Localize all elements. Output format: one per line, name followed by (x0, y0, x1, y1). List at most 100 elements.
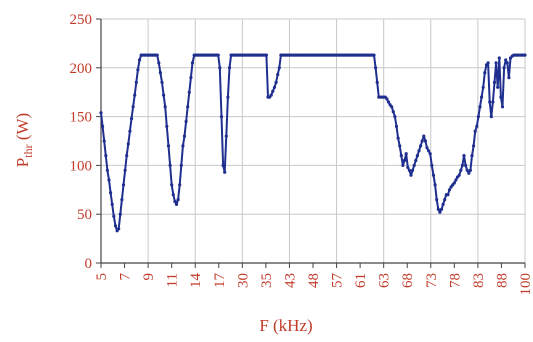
data-point (171, 193, 175, 197)
y-axis-title-main: P (13, 158, 32, 167)
x-tick-label: 78 (447, 273, 463, 288)
data-point (375, 80, 379, 84)
data-point (105, 168, 109, 172)
data-point (274, 80, 278, 84)
data-point (162, 93, 166, 97)
data-point (407, 168, 411, 172)
y-tick-label: 150 (70, 110, 93, 126)
data-point (170, 183, 174, 187)
data-point (465, 168, 469, 172)
data-point (107, 178, 111, 182)
data-point (176, 198, 180, 202)
data-point (436, 207, 440, 211)
data-point (126, 142, 130, 146)
series-group (100, 54, 525, 232)
data-point (184, 119, 188, 124)
data-point (401, 163, 405, 167)
data-point (109, 191, 113, 195)
data-point (478, 105, 482, 109)
data-point (118, 212, 122, 216)
data-point (481, 85, 485, 89)
data-point (447, 188, 452, 192)
data-point (411, 168, 415, 172)
data-point (187, 90, 191, 94)
data-point (430, 163, 434, 167)
data-point (491, 100, 495, 104)
grid-lines (101, 18, 526, 263)
x-tick-label: 11 (165, 273, 181, 287)
data-point (372, 53, 376, 57)
y-axis-title-unit: (W) (13, 113, 32, 145)
x-tick-label: 9 (141, 273, 157, 281)
data-point (385, 97, 389, 101)
data-point (457, 173, 461, 177)
data-point (120, 198, 124, 202)
data-point (390, 105, 394, 109)
data-point (104, 154, 108, 158)
data-point (113, 224, 118, 228)
data-point (441, 202, 445, 206)
data-point (179, 163, 183, 167)
data-point (133, 93, 137, 97)
data-point (271, 89, 275, 93)
y-axis-title: Pthr (W) (13, 113, 35, 167)
y-tick-label: 0 (85, 256, 93, 272)
data-point (497, 56, 501, 60)
data-point (423, 139, 427, 143)
data-point (467, 171, 471, 175)
data-point (374, 66, 378, 70)
y-tick-label: 250 (70, 12, 93, 28)
data-point (269, 93, 273, 97)
data-point (462, 154, 466, 158)
data-point (226, 95, 230, 99)
data-point (227, 66, 232, 70)
data-point (417, 149, 421, 153)
data-point (399, 154, 403, 158)
data-point (182, 134, 187, 138)
y-tick-label: 200 (70, 61, 93, 77)
data-point (483, 71, 487, 75)
data-point (499, 95, 503, 99)
data-markers (99, 53, 527, 233)
data-point (216, 53, 220, 57)
data-point (398, 144, 402, 148)
data-point (486, 61, 490, 65)
data-point (419, 144, 423, 148)
data-point (166, 144, 171, 148)
data-point (439, 207, 444, 211)
data-point (101, 124, 105, 128)
data-point (190, 61, 195, 65)
data-point (406, 165, 410, 169)
y-axis-title-sub: thr (21, 144, 35, 157)
data-point (454, 178, 458, 182)
data-point (136, 68, 140, 72)
data-point (504, 58, 508, 62)
data-point (464, 163, 468, 167)
data-point (218, 66, 222, 70)
data-point (472, 144, 476, 148)
data-point (112, 214, 116, 218)
data-point (428, 152, 432, 156)
y-tick-label: 100 (70, 158, 93, 174)
data-point (438, 210, 442, 214)
data-point (409, 173, 413, 177)
data-point (165, 124, 169, 128)
x-tick-label: 57 (330, 273, 346, 289)
x-tick-label: 88 (494, 273, 510, 288)
y-tick-label: 50 (77, 207, 92, 223)
data-point (523, 53, 527, 57)
data-point (276, 73, 280, 77)
data-point (155, 53, 159, 57)
data-point (264, 53, 268, 57)
data-point (224, 134, 228, 138)
data-point (173, 199, 177, 204)
data-point (468, 168, 472, 172)
x-tick-label: 5 (94, 273, 110, 281)
data-point (158, 71, 162, 75)
data-point (178, 183, 182, 187)
data-point (137, 58, 142, 62)
data-point (427, 149, 431, 153)
data-point (492, 80, 497, 84)
axes (96, 18, 526, 268)
x-tick-label: 35 (259, 273, 275, 288)
